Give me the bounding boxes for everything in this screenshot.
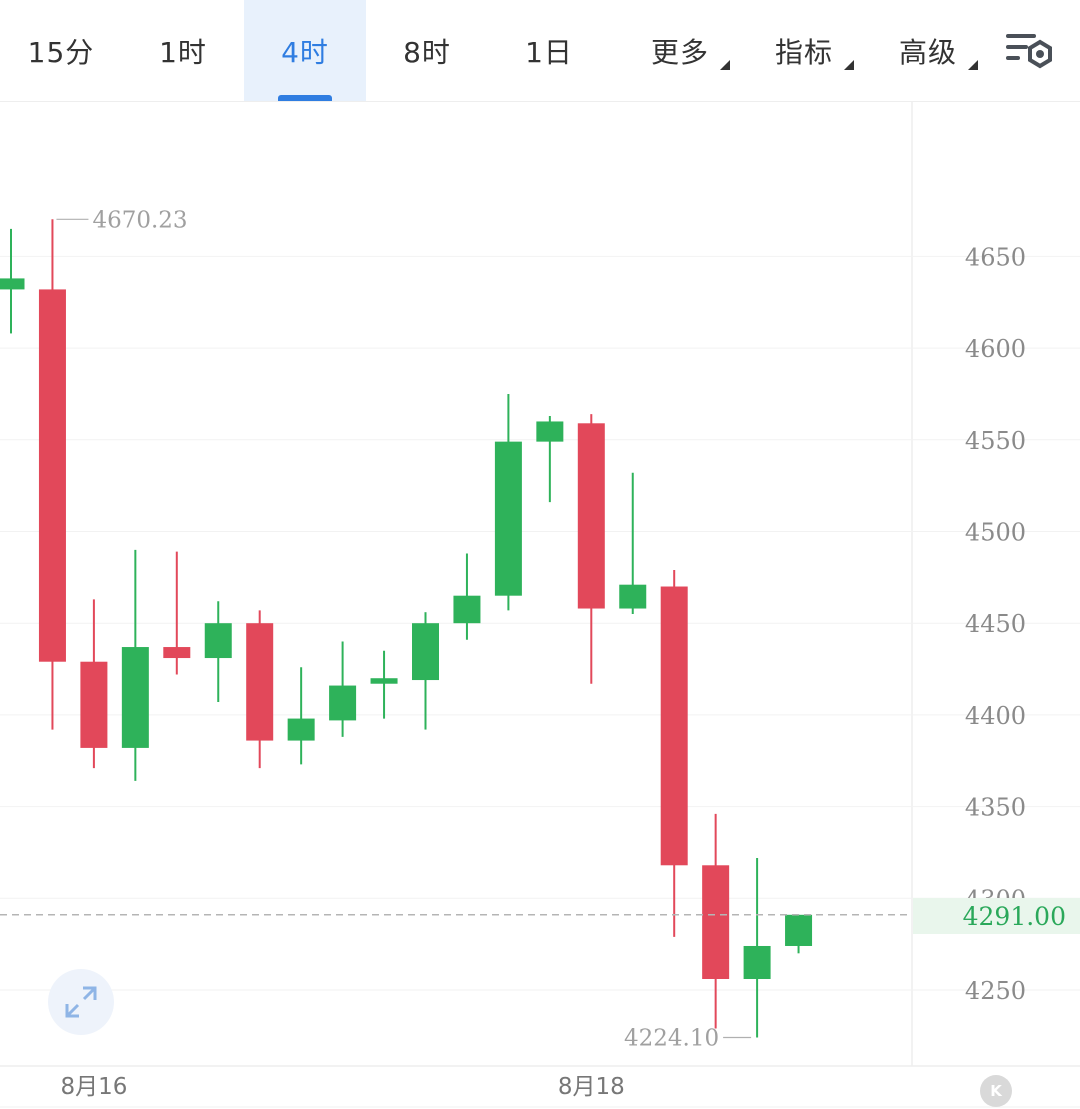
candle-body: [121, 647, 149, 748]
tab-advanced[interactable]: 高级: [876, 0, 980, 101]
tab-1day[interactable]: 1日: [488, 0, 610, 101]
y-tick-label: 4500: [965, 519, 1026, 547]
dropdown-triangle-icon: [720, 60, 730, 70]
candle-body: [785, 914, 813, 946]
candle-body: [536, 421, 564, 442]
expand-button[interactable]: [48, 969, 114, 1035]
tab-1hour[interactable]: 1时: [122, 0, 244, 101]
y-tick-label: 4400: [965, 702, 1026, 730]
current-price-badge: 4291.00: [913, 898, 1080, 934]
k-line-button[interactable]: K: [980, 1075, 1012, 1107]
active-tab-indicator: [278, 95, 332, 101]
dropdown-triangle-icon: [844, 60, 854, 70]
tab-label: 8时: [403, 35, 451, 69]
grid-lines: [0, 101, 1080, 1108]
tab-label: 15分: [27, 35, 95, 69]
chart-settings-icon: [1006, 34, 1052, 69]
candle-body: [287, 718, 315, 741]
candle-body: [163, 647, 191, 659]
high-annotation: 4670.23: [92, 207, 187, 233]
candle-body: [80, 661, 108, 748]
candle-body: [619, 584, 647, 609]
candle-body: [329, 685, 357, 721]
y-tick-label: 4650: [965, 243, 1026, 271]
candle-body: [494, 441, 522, 596]
candle-body: [577, 423, 605, 609]
x-axis: 8月16 8月18: [60, 1074, 624, 1100]
dropdown-triangle-icon: [968, 60, 978, 70]
tab-label: 高级: [898, 35, 957, 69]
y-tick-label: 4600: [965, 335, 1026, 363]
tab-4hour[interactable]: 4时: [244, 0, 366, 101]
tab-label: 4时: [281, 35, 329, 69]
tab-indicators[interactable]: 指标: [752, 0, 856, 101]
tab-more[interactable]: 更多: [628, 0, 732, 101]
tab-label: 更多: [650, 35, 709, 69]
tab-label: 指标: [774, 35, 833, 69]
chart-settings-button[interactable]: [1000, 26, 1058, 76]
low-annotation: 4224.10: [624, 1026, 719, 1052]
tab-label: 1时: [159, 35, 207, 69]
candles: [0, 219, 813, 1038]
annotations: 4670.23 4224.10: [0, 207, 912, 1052]
timeframe-tab-bar: 15分 1时 4时 8时 1日 更多 指标 高级: [0, 0, 1080, 102]
tab-15min[interactable]: 15分: [0, 0, 122, 101]
x-tick-label: 8月16: [60, 1074, 127, 1100]
y-axis: 425043004350440044504500455046004650: [965, 243, 1026, 1005]
tab-8hour[interactable]: 8时: [366, 0, 488, 101]
candle-body: [204, 623, 232, 659]
candle-body: [38, 289, 66, 662]
x-tick-label: 8月18: [558, 1074, 625, 1100]
candle-body: [660, 586, 688, 866]
tab-label: 1日: [525, 35, 573, 69]
k-icon: K: [990, 1082, 1002, 1100]
y-tick-label: 4450: [965, 610, 1026, 638]
candle-body: [702, 865, 730, 979]
candle-body: [246, 623, 274, 741]
candlestick-chart: 425043004350440044504500455046004650 8月1…: [0, 101, 1080, 1108]
candle-body: [0, 278, 25, 290]
candle-body: [743, 945, 771, 979]
candle-body: [370, 678, 398, 684]
candle-body: [453, 595, 481, 624]
expand-icon: [65, 986, 97, 1018]
candle-body: [412, 623, 439, 681]
y-tick-label: 4350: [965, 794, 1026, 822]
y-tick-label: 4550: [965, 427, 1026, 455]
y-tick-label: 4250: [965, 977, 1026, 1005]
